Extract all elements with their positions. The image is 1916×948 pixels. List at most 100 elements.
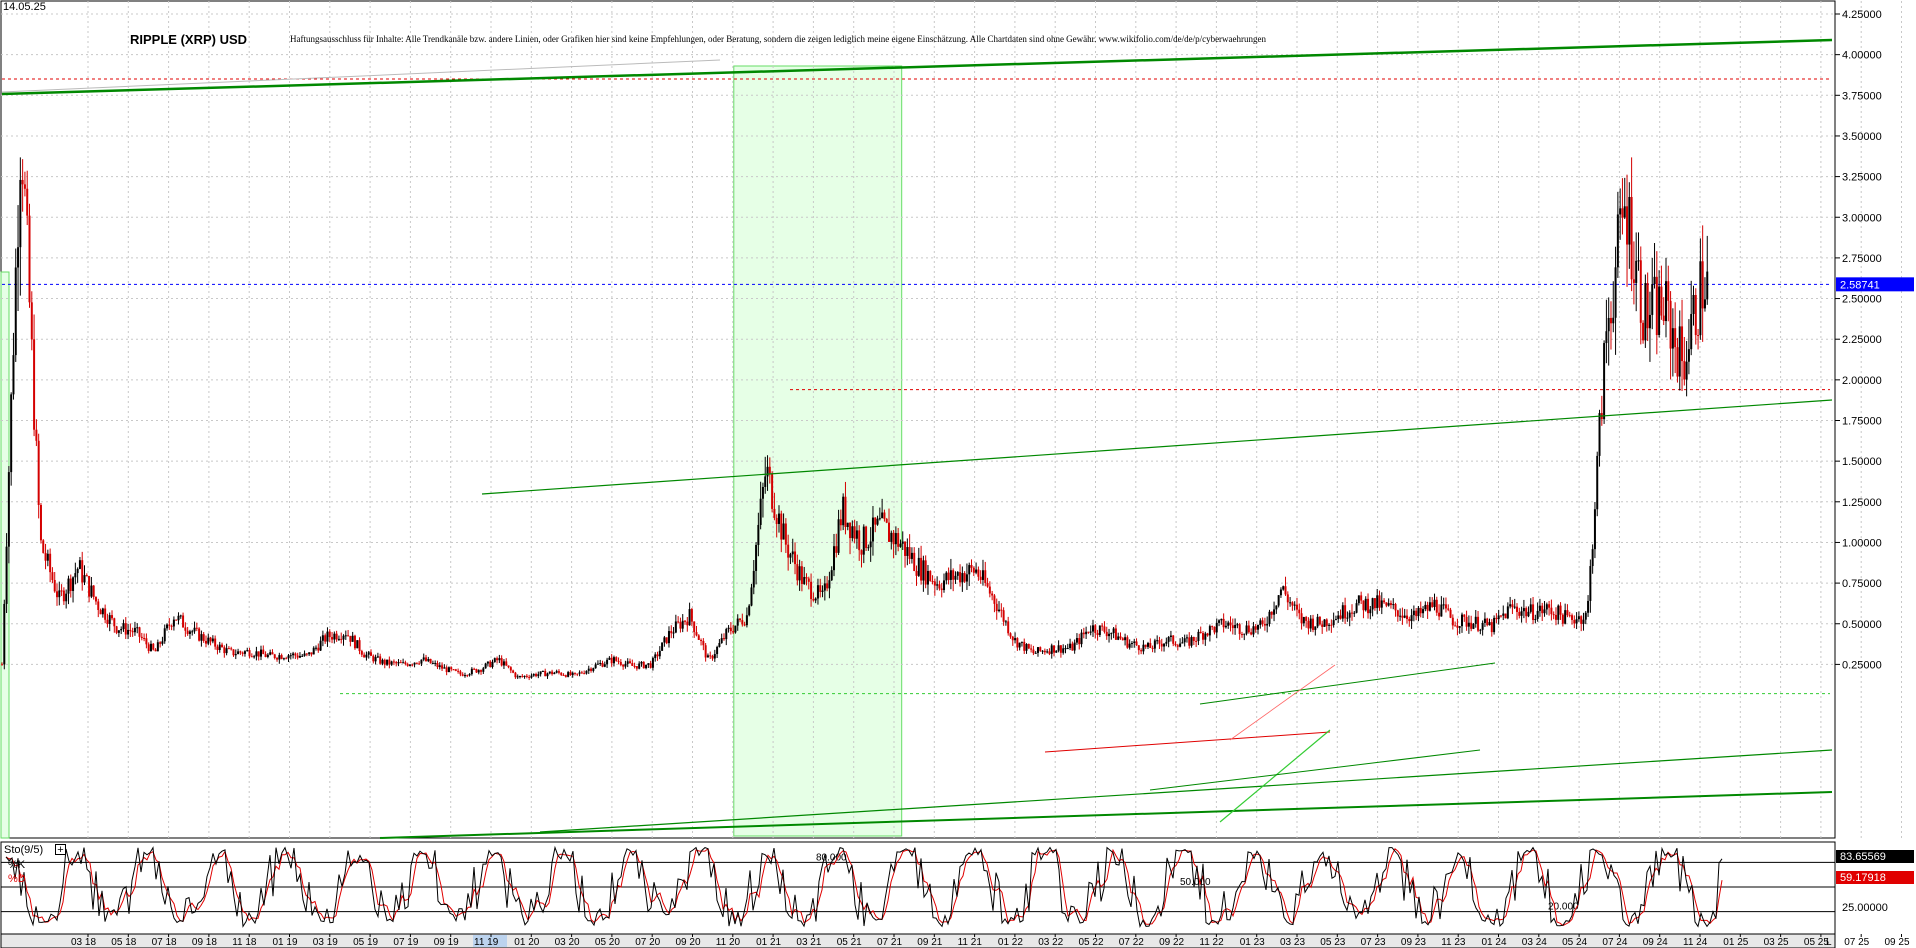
candle-body xyxy=(154,649,157,652)
candle-body xyxy=(1323,619,1326,627)
candle-body xyxy=(1192,637,1195,641)
candle-body xyxy=(585,670,588,674)
candle-body xyxy=(296,655,299,658)
candle-body xyxy=(223,647,226,654)
candle-body xyxy=(152,643,155,650)
candle-body xyxy=(1405,615,1408,620)
candle-body xyxy=(635,666,638,669)
candle-body xyxy=(1522,608,1525,612)
candle-body xyxy=(1185,637,1188,639)
candle-body xyxy=(670,631,673,634)
candle-body xyxy=(826,583,829,589)
candle-body xyxy=(959,572,962,583)
candle-body xyxy=(844,496,847,527)
candle-body xyxy=(1089,631,1092,633)
candle-body xyxy=(30,302,33,340)
candle-body xyxy=(917,557,920,576)
candle-body xyxy=(200,634,203,641)
candle-body xyxy=(1387,603,1390,606)
candle-body xyxy=(447,667,450,673)
candle-body xyxy=(21,179,24,185)
candle-body xyxy=(894,533,897,545)
candle-body xyxy=(1011,636,1014,641)
x-tick-label: 11 19 xyxy=(474,937,499,948)
candle-body xyxy=(1554,614,1557,620)
stochastic-axis: 83.65569 59.17918 25.00000 xyxy=(1836,850,1914,914)
candle-body xyxy=(1245,625,1248,634)
candle-body xyxy=(1291,602,1294,606)
candle-body xyxy=(1105,631,1108,637)
indicator-expand-button[interactable]: + xyxy=(55,844,66,856)
candle-body xyxy=(1497,615,1500,620)
candle-body xyxy=(445,667,448,673)
candle-body xyxy=(1403,615,1406,618)
candle-body xyxy=(122,623,125,630)
candle-body xyxy=(853,526,856,539)
candle-body xyxy=(807,578,810,582)
candle-body xyxy=(629,661,632,664)
candle-body xyxy=(1587,600,1590,613)
candle-body xyxy=(782,523,785,540)
grid-layer xyxy=(1,1,1902,838)
candle-body xyxy=(156,642,159,652)
candle-body xyxy=(1678,326,1681,377)
candle-body xyxy=(188,631,191,634)
candle-body xyxy=(475,669,478,673)
candle-body xyxy=(216,646,219,650)
candle-body xyxy=(303,653,306,656)
candle-body xyxy=(752,570,755,588)
stochastic-indicator-name[interactable]: Sto(9/5) xyxy=(4,844,44,856)
candle-body xyxy=(321,635,324,641)
candle-body xyxy=(656,654,659,657)
current-price-background xyxy=(1836,277,1914,292)
candle-body xyxy=(837,519,840,553)
long-term-lower-trendline xyxy=(379,791,1833,839)
candle-body xyxy=(1662,315,1665,322)
candle-body xyxy=(351,635,354,642)
candle-body xyxy=(1511,604,1514,608)
candle-body xyxy=(278,655,281,660)
candle-body xyxy=(246,650,249,652)
candle-body xyxy=(633,665,636,667)
candle-body xyxy=(1227,622,1230,626)
candle-body xyxy=(810,581,813,600)
candle-body xyxy=(1078,638,1081,645)
candle-body xyxy=(952,570,955,580)
candle-body xyxy=(596,663,599,665)
candle-body xyxy=(1367,598,1370,614)
x-tick-label: 07 20 xyxy=(635,937,660,948)
candle-body xyxy=(491,662,494,668)
candle-body xyxy=(601,662,604,667)
candle-body xyxy=(947,572,950,580)
candle-body xyxy=(924,560,927,585)
candle-body xyxy=(1263,623,1266,626)
candle-body xyxy=(1302,617,1305,624)
candle-body xyxy=(395,662,398,664)
candle-body xyxy=(1144,644,1147,647)
candle-body xyxy=(1447,608,1450,610)
candle-body xyxy=(1337,615,1340,620)
candle-body xyxy=(594,664,597,669)
candle-body xyxy=(1435,599,1438,613)
candle-body xyxy=(846,522,849,527)
candle-body xyxy=(1378,595,1381,608)
x-tick-label: 07 25 xyxy=(1844,937,1869,948)
candle-body xyxy=(473,668,476,670)
candle-body xyxy=(195,627,198,629)
candle-body xyxy=(1694,295,1697,336)
candle-body xyxy=(509,667,512,671)
candle-body xyxy=(899,543,902,547)
candle-body xyxy=(956,572,959,576)
candle-body xyxy=(255,651,258,657)
candle-body xyxy=(1357,595,1360,604)
y-tick-label: 1.75000 xyxy=(1842,416,1882,428)
candle-body xyxy=(773,508,776,518)
candle-body xyxy=(991,593,994,596)
candle-body xyxy=(1014,638,1017,641)
candle-body xyxy=(1059,645,1062,653)
candle-body xyxy=(1261,620,1264,624)
candle-body xyxy=(1147,643,1149,647)
candle-body xyxy=(14,267,17,356)
candle-body xyxy=(175,619,178,621)
